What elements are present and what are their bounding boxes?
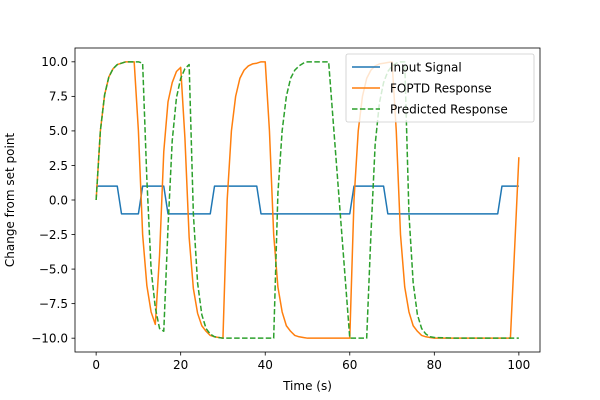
y-tick-label: −10.0 (31, 331, 68, 345)
y-tick-label: −2.5 (39, 228, 68, 242)
y-tick-label: 2.5 (49, 159, 68, 173)
series-line-0 (96, 185, 519, 215)
y-tick-label: 10.0 (41, 55, 68, 69)
x-tick-label: 60 (342, 358, 357, 372)
axes-frame (74, 47, 541, 353)
x-tick-label: 40 (258, 358, 273, 372)
y-tick-label: −5.0 (39, 262, 68, 276)
y-tick-label: 7.5 (49, 90, 68, 104)
x-tick-label: 0 (92, 358, 100, 372)
y-tick-label: −7.5 (39, 297, 68, 311)
ticks-layer: 0 20 40 60 80 100 −10.0 −7.5 −5.0 −2.5 0.0 2.5 5.0 7.… (31, 55, 530, 372)
legend-box (345, 53, 535, 123)
legend-label-1: FOPTD Response (390, 82, 492, 96)
x-tick-label: 100 (507, 358, 530, 372)
x-tick-label: 80 (427, 358, 442, 372)
legend: Input Signal FOPTD Response Predicted Resp… (345, 53, 535, 123)
y-axis-label: Change from set point (3, 133, 17, 268)
x-axis-label: Time (s) (282, 379, 332, 393)
x-tick-label: 20 (173, 358, 188, 372)
frame-layer (74, 47, 541, 353)
legend-label-0: Input Signal (390, 61, 462, 75)
y-tick-label: 0.0 (49, 193, 68, 207)
series-line-1 (95, 61, 520, 339)
series-layer (95, 61, 520, 339)
y-tick-label: 5.0 (49, 124, 68, 138)
legend-label-2: Predicted Response (390, 103, 508, 117)
series-line-2 (95, 61, 519, 339)
